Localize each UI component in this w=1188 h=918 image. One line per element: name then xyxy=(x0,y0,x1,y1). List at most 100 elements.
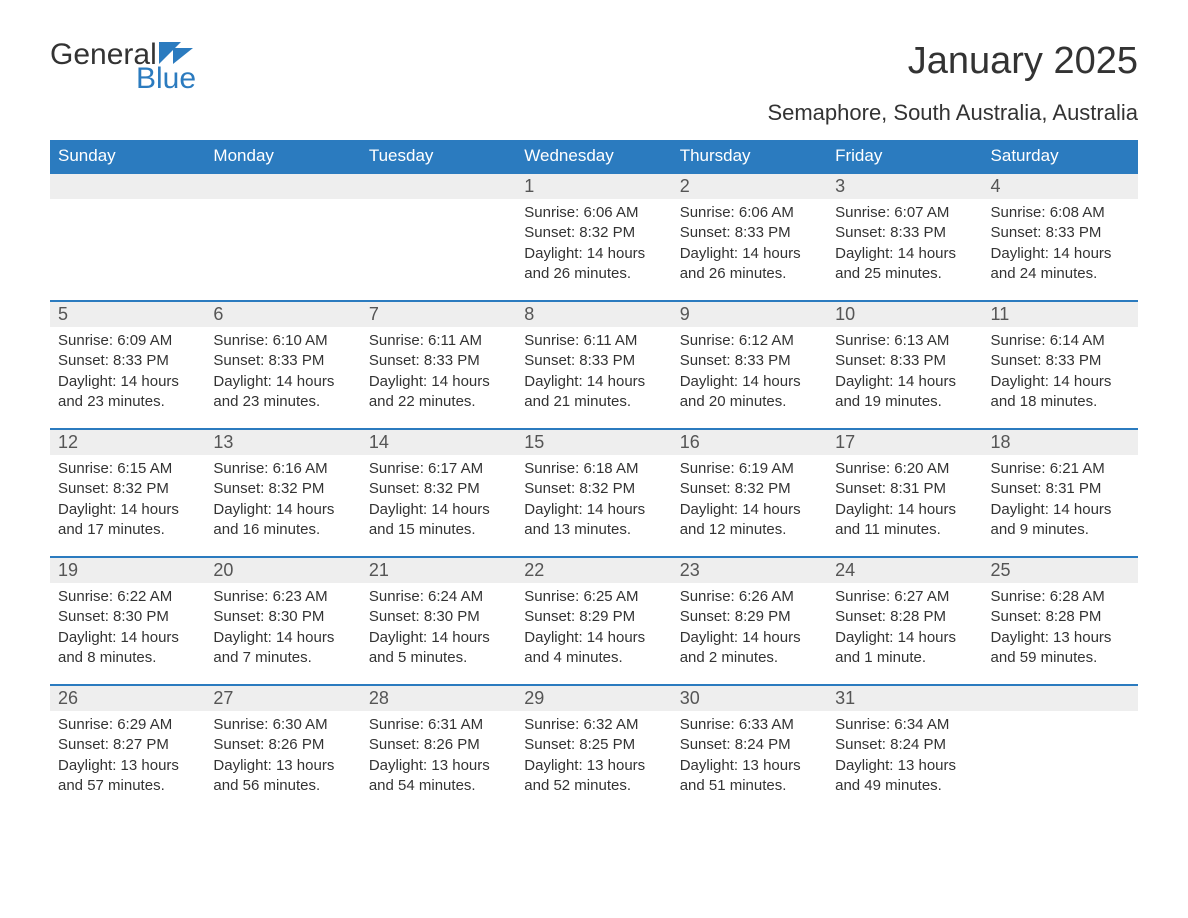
calendar-day-cell: 16Sunrise: 6:19 AMSunset: 8:32 PMDayligh… xyxy=(672,429,827,557)
daylight-text: Daylight: 14 hours and 21 minutes. xyxy=(524,372,663,413)
day-content: Sunrise: 6:30 AMSunset: 8:26 PMDaylight:… xyxy=(205,711,360,806)
calendar-day-cell: 30Sunrise: 6:33 AMSunset: 8:24 PMDayligh… xyxy=(672,685,827,813)
sunset-text: Sunset: 8:33 PM xyxy=(58,351,197,371)
day-content: Sunrise: 6:27 AMSunset: 8:28 PMDaylight:… xyxy=(827,583,982,678)
calendar-day-cell: 15Sunrise: 6:18 AMSunset: 8:32 PMDayligh… xyxy=(516,429,671,557)
daylight-text: Daylight: 13 hours and 56 minutes. xyxy=(213,756,352,797)
sunset-text: Sunset: 8:31 PM xyxy=(835,479,974,499)
day-content: Sunrise: 6:13 AMSunset: 8:33 PMDaylight:… xyxy=(827,327,982,422)
sunset-text: Sunset: 8:32 PM xyxy=(213,479,352,499)
sunset-text: Sunset: 8:28 PM xyxy=(991,607,1130,627)
day-number: 29 xyxy=(516,686,671,711)
sunset-text: Sunset: 8:30 PM xyxy=(58,607,197,627)
day-number: 3 xyxy=(827,174,982,199)
calendar-day-cell xyxy=(50,173,205,301)
calendar-day-cell: 20Sunrise: 6:23 AMSunset: 8:30 PMDayligh… xyxy=(205,557,360,685)
sunset-text: Sunset: 8:26 PM xyxy=(213,735,352,755)
sunrise-text: Sunrise: 6:22 AM xyxy=(58,587,197,607)
calendar-day-cell: 10Sunrise: 6:13 AMSunset: 8:33 PMDayligh… xyxy=(827,301,982,429)
daylight-text: Daylight: 14 hours and 26 minutes. xyxy=(680,244,819,285)
sunrise-text: Sunrise: 6:06 AM xyxy=(524,203,663,223)
daylight-text: Daylight: 13 hours and 49 minutes. xyxy=(835,756,974,797)
sunset-text: Sunset: 8:33 PM xyxy=(369,351,508,371)
day-number: 11 xyxy=(983,302,1138,327)
calendar-day-cell: 17Sunrise: 6:20 AMSunset: 8:31 PMDayligh… xyxy=(827,429,982,557)
daylight-text: Daylight: 13 hours and 52 minutes. xyxy=(524,756,663,797)
day-content: Sunrise: 6:06 AMSunset: 8:33 PMDaylight:… xyxy=(672,199,827,294)
sunrise-text: Sunrise: 6:27 AM xyxy=(835,587,974,607)
daylight-text: Daylight: 14 hours and 5 minutes. xyxy=(369,628,508,669)
daylight-text: Daylight: 14 hours and 9 minutes. xyxy=(991,500,1130,541)
calendar-week-row: 5Sunrise: 6:09 AMSunset: 8:33 PMDaylight… xyxy=(50,301,1138,429)
calendar-week-row: 1Sunrise: 6:06 AMSunset: 8:32 PMDaylight… xyxy=(50,173,1138,301)
sunset-text: Sunset: 8:32 PM xyxy=(369,479,508,499)
day-number: 31 xyxy=(827,686,982,711)
sunrise-text: Sunrise: 6:30 AM xyxy=(213,715,352,735)
day-number: 19 xyxy=(50,558,205,583)
calendar-day-cell: 27Sunrise: 6:30 AMSunset: 8:26 PMDayligh… xyxy=(205,685,360,813)
calendar-day-cell: 22Sunrise: 6:25 AMSunset: 8:29 PMDayligh… xyxy=(516,557,671,685)
logo-text-blue: Blue xyxy=(136,64,196,94)
calendar-week-row: 19 Sunrise: 6:22 AMSunset: 8:30 PM Dayligh… xyxy=(50,557,1138,685)
sunrise-text: Sunrise: 6:32 AM xyxy=(524,715,663,735)
sunset-text: Sunset: 8:33 PM xyxy=(991,223,1130,243)
daylight-text: Daylight: 13 hours and 51 minutes. xyxy=(680,756,819,797)
day-content: Sunrise: 6:08 AMSunset: 8:33 PMDaylight:… xyxy=(983,199,1138,294)
calendar-day-cell: 5Sunrise: 6:09 AMSunset: 8:33 PMDaylight… xyxy=(50,301,205,429)
daylight-text: Daylight: 14 hours and 1 minute. xyxy=(835,628,974,669)
sunrise-text: Sunrise: 6:21 AM xyxy=(991,459,1130,479)
sunrise-text: Sunrise: 6:10 AM xyxy=(213,331,352,351)
sunrise-text: Sunrise: 6:11 AM xyxy=(524,331,663,351)
calendar-day-cell: 31Sunrise: 6:34 AMSunset: 8:24 PMDayligh… xyxy=(827,685,982,813)
day-number: 14 xyxy=(361,430,516,455)
calendar-day-cell: 28Sunrise: 6:31 AMSunset: 8:26 PMDayligh… xyxy=(361,685,516,813)
sunrise-text: Sunrise: 6:08 AM xyxy=(991,203,1130,223)
calendar-day-cell: 25Sunrise: 6:28 AMSunset: 8:28 PMDayligh… xyxy=(983,557,1138,685)
daylight-text: Daylight: 14 hours and 26 minutes. xyxy=(524,244,663,285)
daylight-text: Daylight: 14 hours and 17 minutes. xyxy=(58,500,197,541)
weekday-header: Friday xyxy=(827,140,982,173)
day-number: 20 xyxy=(205,558,360,583)
sunrise-text: Sunrise: 6:09 AM xyxy=(58,331,197,351)
day-number: 18 xyxy=(983,430,1138,455)
day-number: 15 xyxy=(516,430,671,455)
weekday-header: Thursday xyxy=(672,140,827,173)
sunrise-text: Sunrise: 6:12 AM xyxy=(680,331,819,351)
logo: General Blue xyxy=(50,40,196,94)
calendar-day-cell: 6Sunrise: 6:10 AMSunset: 8:33 PMDaylight… xyxy=(205,301,360,429)
day-number: 21 xyxy=(361,558,516,583)
calendar-day-cell xyxy=(361,173,516,301)
daylight-text: Daylight: 14 hours and 19 minutes. xyxy=(835,372,974,413)
calendar-day-cell: 2Sunrise: 6:06 AMSunset: 8:33 PMDaylight… xyxy=(672,173,827,301)
daylight-text: Daylight: 13 hours and 57 minutes. xyxy=(58,756,197,797)
calendar-day-cell: 21Sunrise: 6:24 AMSunset: 8:30 PMDayligh… xyxy=(361,557,516,685)
daylight-text: Daylight: 14 hours and 4 minutes. xyxy=(524,628,663,669)
sunrise-text: Sunrise: 6:15 AM xyxy=(58,459,197,479)
day-number xyxy=(361,174,516,199)
day-number: 1 xyxy=(516,174,671,199)
sunset-text: Sunset: 8:24 PM xyxy=(835,735,974,755)
calendar-day-cell: 7Sunrise: 6:11 AMSunset: 8:33 PMDaylight… xyxy=(361,301,516,429)
sunset-text: Sunset: 8:29 PM xyxy=(680,607,819,627)
daylight-text: Daylight: 14 hours and 18 minutes. xyxy=(991,372,1130,413)
sunrise-text: Sunrise: 6:20 AM xyxy=(835,459,974,479)
daylight-text: Daylight: 14 hours and 15 minutes. xyxy=(369,500,508,541)
calendar-day-cell xyxy=(205,173,360,301)
day-number: 16 xyxy=(672,430,827,455)
day-content: Sunrise: 6:33 AMSunset: 8:24 PMDaylight:… xyxy=(672,711,827,806)
daylight-text: Daylight: 14 hours and 24 minutes. xyxy=(991,244,1130,285)
day-number: 27 xyxy=(205,686,360,711)
daylight-text: Daylight: 14 hours and 20 minutes. xyxy=(680,372,819,413)
sunset-text: Sunset: 8:33 PM xyxy=(991,351,1130,371)
daylight-text: Daylight: 14 hours and 22 minutes. xyxy=(369,372,508,413)
day-content: Sunrise: 6:14 AMSunset: 8:33 PMDaylight:… xyxy=(983,327,1138,422)
sunset-text: Sunset: 8:25 PM xyxy=(524,735,663,755)
day-number: 17 xyxy=(827,430,982,455)
daylight-text: Daylight: 14 hours and 23 minutes. xyxy=(213,372,352,413)
day-number: 12 xyxy=(50,430,205,455)
calendar-week-row: 12Sunrise: 6:15 AMSunset: 8:32 PMDayligh… xyxy=(50,429,1138,557)
day-content: Sunrise: 6:19 AMSunset: 8:32 PMDaylight:… xyxy=(672,455,827,550)
day-content: Sunrise: 6:32 AMSunset: 8:25 PMDaylight:… xyxy=(516,711,671,806)
sunset-text: Sunset: 8:31 PM xyxy=(991,479,1130,499)
day-content: Sunrise: 6:10 AMSunset: 8:33 PMDaylight:… xyxy=(205,327,360,422)
